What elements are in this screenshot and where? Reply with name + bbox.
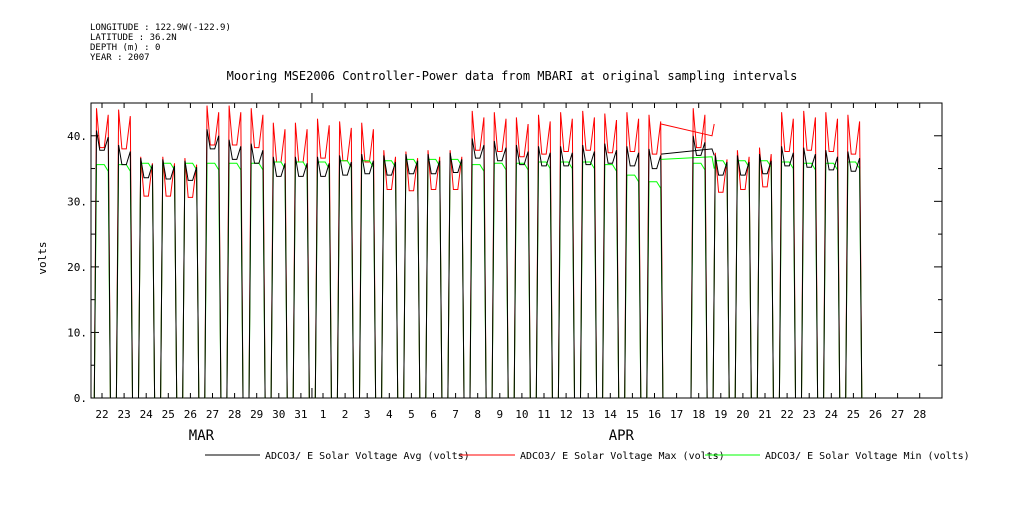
x-tick-label: 15 <box>626 408 639 421</box>
series-line-min <box>93 158 863 399</box>
x-tick-label: 27 <box>891 408 904 421</box>
legend: ADCO3/ E Solar Voltage Avg (volts) ADCO3/… <box>205 451 970 462</box>
header-latitude: LATITUDE : 36.2N <box>90 33 177 43</box>
x-tick-label: 11 <box>537 408 550 421</box>
x-tick-label: 1 <box>320 408 327 421</box>
y-tick-label: 20. <box>67 261 87 274</box>
x-tick-label: 30 <box>272 408 285 421</box>
x-tick-label: 6 <box>430 408 437 421</box>
x-tick-label: 10 <box>515 408 528 421</box>
x-tick-label: 28 <box>228 408 241 421</box>
x-tick-label: 26 <box>869 408 882 421</box>
series-tail-avg <box>661 148 715 156</box>
y-tick-label: 0. <box>74 392 87 405</box>
x-tick-label: 28 <box>913 408 926 421</box>
chart-title: Mooring MSE2006 Controller-Power data fr… <box>227 69 798 83</box>
x-tick-label: 17 <box>670 408 683 421</box>
x-tick-label: 23 <box>803 408 816 421</box>
x-tick-label: 3 <box>364 408 371 421</box>
y-tick-label: 40. <box>67 130 87 143</box>
plot-frame <box>90 102 943 399</box>
series-line-avg <box>93 129 863 399</box>
x-tick-label: 24 <box>825 408 839 421</box>
month-label: APR <box>609 428 635 444</box>
y-axis: 0. 10. 20. 30. 40. <box>67 102 942 405</box>
series-line-max <box>93 105 863 399</box>
x-tick-label: 23 <box>117 408 130 421</box>
x-tick-label: 22 <box>780 408 793 421</box>
x-tick-label: 5 <box>408 408 415 421</box>
x-tick-label: 2 <box>342 408 349 421</box>
x-tick-label: 12 <box>559 408 572 421</box>
series-tail-min <box>661 156 715 169</box>
x-tick-label: 18 <box>692 408 705 421</box>
legend-label-min: ADCO3/ E Solar Voltage Min (volts) <box>765 451 970 462</box>
x-tick-label: 19 <box>714 408 727 421</box>
legend-label-avg: ADCO3/ E Solar Voltage Avg (volts) <box>265 451 470 462</box>
series-layer <box>93 105 863 399</box>
x-tick-label: 16 <box>648 408 661 421</box>
y-axis-label: volts <box>36 241 49 274</box>
x-tick-label: 25 <box>162 408 175 421</box>
x-tick-label: 8 <box>474 408 481 421</box>
x-tick-label: 26 <box>184 408 197 421</box>
month-label: MAR <box>189 428 215 444</box>
header-year: YEAR : 2007 <box>90 53 150 63</box>
x-tick-label: 27 <box>206 408 219 421</box>
header-block: LONGITUDE : 122.9W(-122.9) LATITUDE : 36… <box>90 23 231 63</box>
x-axis: 22 23 24 25 26 27 28 29 30 31 1 2 3 4 5 6 7 8 9 10 11 12 13 14 1… <box>95 93 926 444</box>
x-tick-label: 22 <box>95 408 108 421</box>
header-longitude: LONGITUDE : 122.9W(-122.9) <box>90 23 231 33</box>
header-depth: DEPTH (m) : 0 <box>90 43 160 53</box>
y-tick-label: 10. <box>67 326 87 339</box>
y-tick-label: 30. <box>67 195 87 208</box>
x-tick-label: 13 <box>582 408 595 421</box>
x-tick-label: 20 <box>736 408 749 421</box>
series-tail-max <box>660 123 715 137</box>
legend-label-max: ADCO3/ E Solar Voltage Max (volts) <box>520 451 725 462</box>
x-tick-label: 29 <box>250 408 263 421</box>
x-tick-label: 14 <box>604 408 618 421</box>
x-tick-label: 21 <box>758 408 771 421</box>
x-tick-label: 24 <box>140 408 154 421</box>
x-tick-label: 31 <box>294 408 307 421</box>
x-tick-label: 7 <box>452 408 459 421</box>
x-tick-label: 9 <box>496 408 503 421</box>
x-tick-label: 25 <box>847 408 860 421</box>
x-tick-label: 4 <box>386 408 393 421</box>
